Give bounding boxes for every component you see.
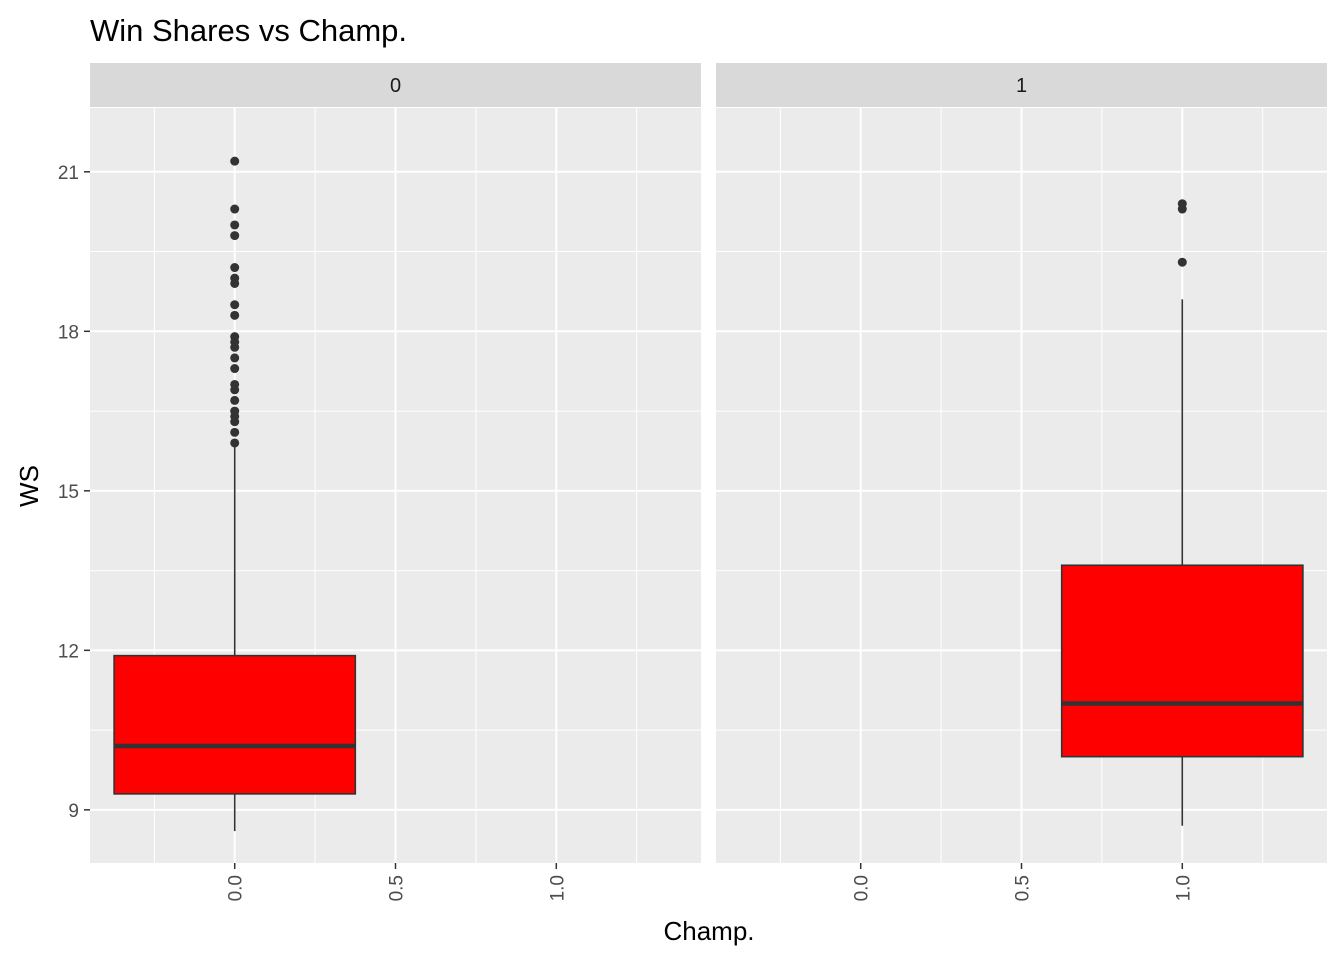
outlier-point <box>230 231 240 241</box>
outlier-point <box>1177 257 1187 267</box>
chart-title: Win Shares vs Champ. <box>90 13 407 48</box>
outlier-point <box>230 220 240 230</box>
outlier-point <box>230 310 240 320</box>
facet-strip-label: 1 <box>1016 75 1027 97</box>
outlier-point <box>230 263 240 273</box>
facet-strip-label: 0 <box>390 75 401 97</box>
outlier-point <box>230 156 240 166</box>
outlier-point <box>230 427 240 437</box>
box-iqr <box>1060 564 1304 758</box>
facet-strip <box>716 63 1327 107</box>
outlier-point <box>230 300 240 310</box>
y-tick-label: 15 <box>58 482 79 503</box>
outlier-point <box>230 364 240 374</box>
x-tick-label: 0.0 <box>226 875 247 901</box>
outlier-point <box>230 353 240 363</box>
outlier-point <box>1177 199 1187 209</box>
y-axis-title: WS <box>14 465 44 507</box>
y-tick-label: 18 <box>58 322 79 343</box>
boxplot-1 <box>1060 199 1304 826</box>
x-tick-label: 1.0 <box>547 875 568 901</box>
x-tick-label: 0.5 <box>1013 875 1034 901</box>
x-axis-title: Champ. <box>663 916 754 946</box>
outlier-point <box>230 406 240 416</box>
outlier-point <box>230 204 240 214</box>
facet-panel-0: 0 0.0 0.5 1.0 9 12 15 18 21 <box>58 63 701 901</box>
x-tick-label: 0.5 <box>387 875 408 901</box>
y-tick-label: 9 <box>68 801 79 822</box>
x-tick-label: 0.0 <box>852 875 873 901</box>
x-tick-label: 1.0 <box>1173 875 1194 901</box>
outlier-point <box>230 379 240 389</box>
boxplot-0 <box>113 156 357 832</box>
y-tick-label: 21 <box>58 163 79 184</box>
facet-panel-1: 1 0.0 0.5 1.0 <box>716 63 1327 901</box>
outlier-point <box>230 395 240 405</box>
facet-panels: 0 0.0 0.5 1.0 9 12 15 18 21 1 0.0 0.5 1.0 <box>58 63 1327 901</box>
outlier-point <box>230 332 240 342</box>
box-iqr <box>113 654 357 795</box>
facet-strip <box>90 63 701 107</box>
y-tick-label: 12 <box>58 641 79 662</box>
outlier-point <box>230 438 240 448</box>
outlier-point <box>230 273 240 283</box>
